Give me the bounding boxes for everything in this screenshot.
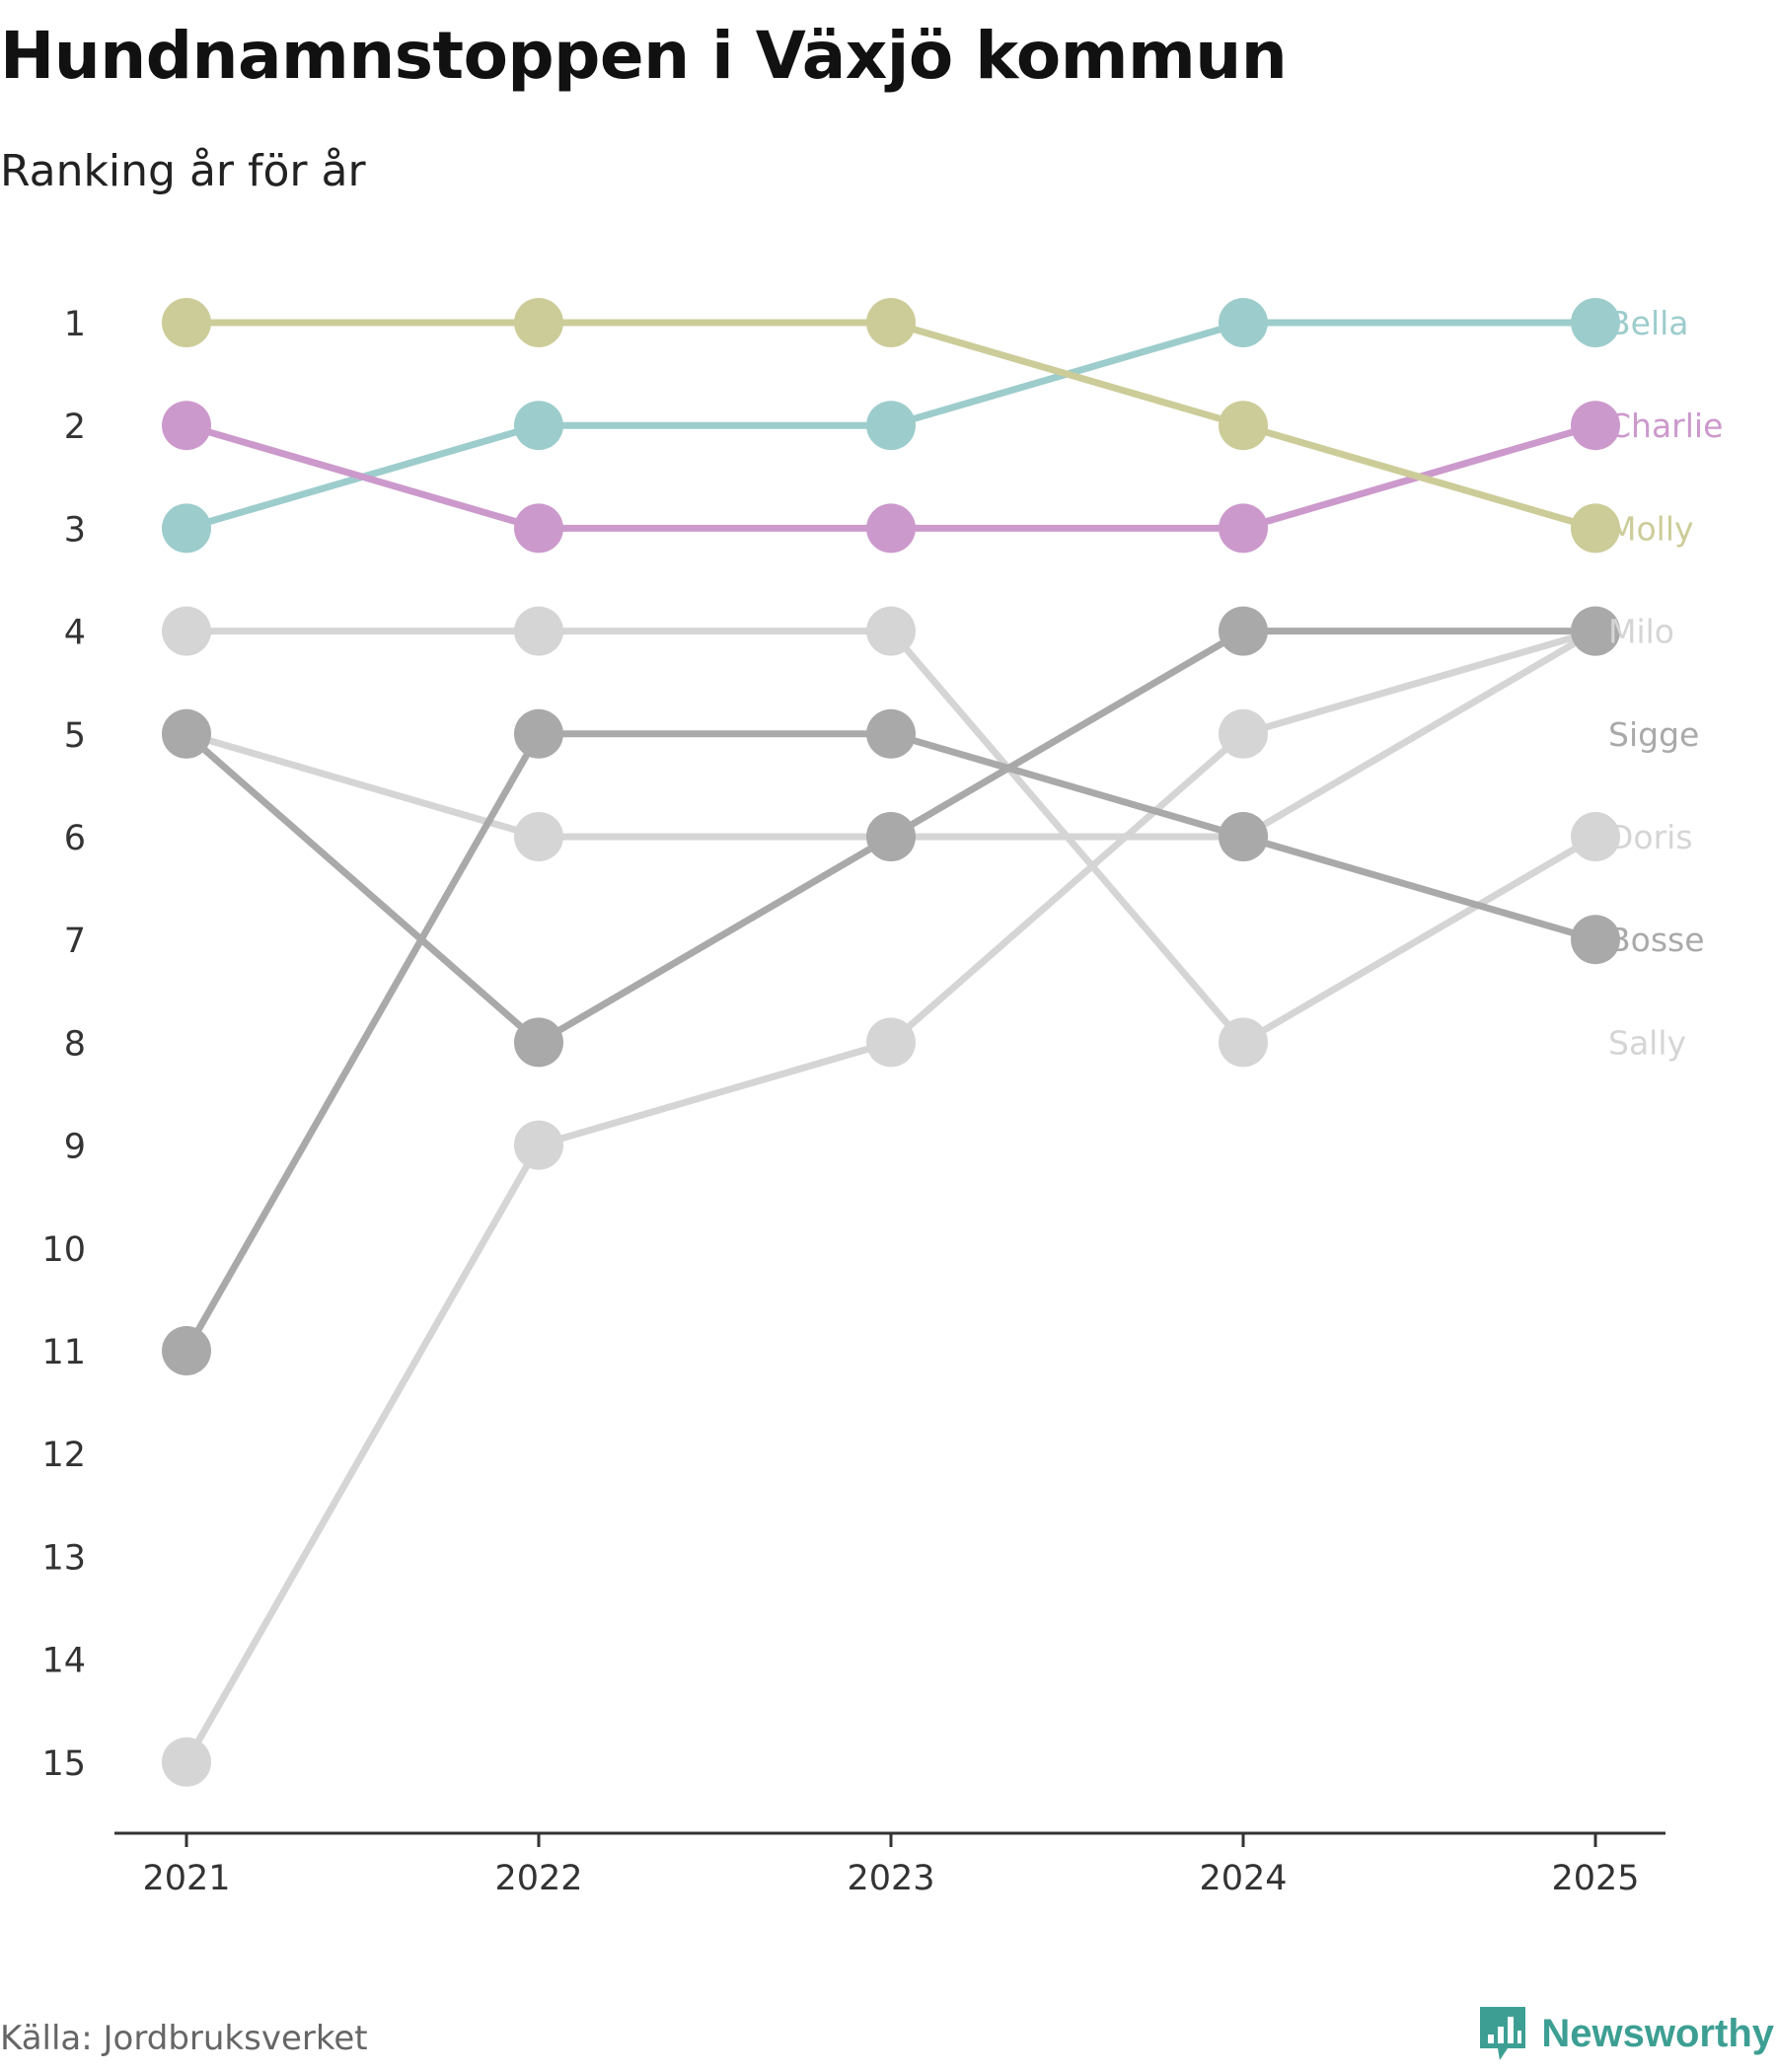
brand-logo[interactable]: Newsworthy (1478, 2005, 1774, 2062)
data-point-bosse (1571, 915, 1620, 965)
x-tick-label: 2023 (847, 1859, 934, 1898)
data-point-bosse (514, 708, 563, 759)
data-point-sigge (162, 708, 211, 759)
data-point-sigge (1571, 606, 1620, 656)
y-tick-label: 6 (64, 819, 86, 858)
data-point-milo (866, 606, 916, 656)
data-point-bella (162, 503, 211, 554)
data-point-charlie (1219, 503, 1268, 554)
y-tick-label: 12 (41, 1436, 86, 1475)
data-point-sally (162, 1737, 211, 1787)
data-point-bosse (1219, 812, 1268, 861)
newsworthy-logo-icon (1480, 2007, 1526, 2060)
data-point-sigge (866, 812, 916, 861)
series-line-sally (183, 628, 1599, 1766)
data-point-milo (162, 606, 211, 656)
data-point-sally (866, 1017, 916, 1068)
x-tick-label: 2022 (494, 1859, 582, 1898)
data-point-sally (514, 1120, 563, 1170)
series-label-doris: Doris (1608, 818, 1693, 856)
x-tick-label: 2021 (142, 1859, 230, 1898)
data-point-bosse (866, 708, 916, 759)
data-point-molly (162, 298, 211, 347)
brand-name: Newsworthy (1541, 2011, 1774, 2055)
data-point-milo (1219, 1017, 1268, 1068)
data-point-charlie (1571, 401, 1620, 451)
y-tick-label: 7 (64, 922, 86, 961)
chart-subtitle: Ranking år för år (0, 146, 366, 196)
series-label-bella: Bella (1608, 304, 1689, 342)
data-point-sally (1219, 708, 1268, 759)
y-tick-label: 2 (64, 407, 86, 447)
data-point-bosse (162, 1326, 211, 1375)
y-tick-label: 5 (64, 716, 86, 756)
data-point-bella (1219, 298, 1268, 347)
data-point-bella (1571, 298, 1620, 347)
data-point-milo (1571, 812, 1620, 861)
y-tick-label: 1 (64, 305, 86, 344)
y-tick-label: 14 (41, 1642, 86, 1681)
series-label-milo: Milo (1608, 613, 1674, 651)
source-note: Källa: Jordbruksverket (0, 2019, 368, 2058)
series-label-sally: Sally (1608, 1023, 1686, 1062)
data-point-molly (866, 298, 916, 347)
data-point-molly (514, 298, 563, 347)
series-label-charlie: Charlie (1608, 407, 1723, 445)
y-tick-label: 3 (64, 510, 86, 550)
x-tick-label: 2025 (1551, 1859, 1639, 1898)
chart-title: Hundnamnstoppen i Växjö kommun (0, 18, 1288, 94)
x-tick-label: 2024 (1199, 1859, 1287, 1898)
data-point-charlie (514, 503, 563, 554)
y-tick-label: 15 (41, 1744, 86, 1784)
y-tick-label: 8 (64, 1024, 86, 1064)
data-point-molly (1571, 503, 1620, 554)
data-point-charlie (162, 401, 211, 451)
series-label-bosse: Bosse (1608, 921, 1705, 959)
data-point-charlie (866, 503, 916, 554)
series-label-molly: Molly (1608, 509, 1694, 548)
data-point-molly (1219, 401, 1268, 451)
data-point-bella (866, 401, 916, 451)
y-tick-label: 10 (41, 1230, 86, 1270)
data-point-bella (514, 401, 563, 451)
data-point-doris (514, 812, 563, 861)
y-tick-label: 13 (41, 1538, 86, 1578)
y-tick-label: 4 (64, 614, 86, 653)
data-point-sigge (1219, 606, 1268, 656)
y-tick-label: 11 (41, 1333, 86, 1372)
data-point-sigge (514, 1017, 563, 1068)
y-tick-label: 9 (64, 1128, 86, 1167)
data-point-milo (514, 606, 563, 656)
series-label-sigge: Sigge (1608, 715, 1699, 754)
